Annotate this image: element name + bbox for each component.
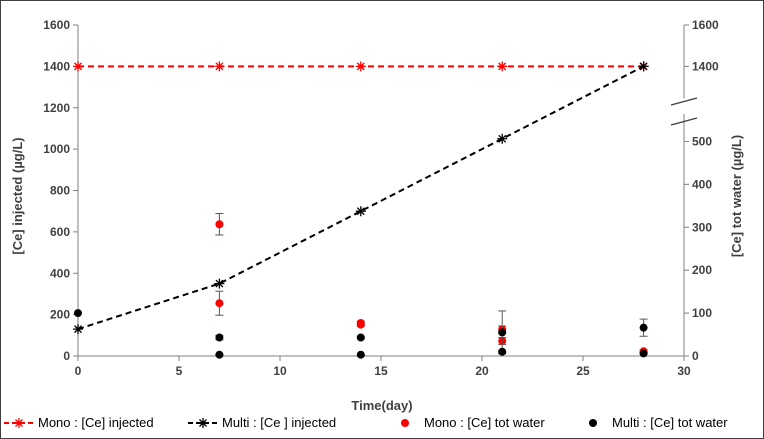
data-point-star	[214, 278, 225, 289]
series-1	[73, 61, 649, 335]
y-tick-label-right-upper: 1400	[692, 59, 719, 73]
legend-item-2: Mono : [Ce] tot water	[401, 415, 545, 430]
x-tick-label: 10	[273, 364, 287, 378]
legend-label: Mono : [Ce] tot water	[424, 415, 545, 430]
y-tick-label-left: 800	[50, 184, 70, 198]
axis-break-mark	[670, 97, 698, 106]
legend-label: Multi : [Ce] tot water	[612, 415, 728, 430]
data-point-star	[638, 61, 649, 72]
x-tick-label: 25	[576, 364, 590, 378]
data-point-dot	[498, 328, 507, 337]
y-tick-label-left: 1400	[43, 59, 70, 73]
y-tick-label-right: 100	[692, 306, 712, 320]
plot-series	[73, 61, 649, 359]
x-tick-label: 20	[475, 364, 489, 378]
legend-marker-star	[198, 418, 208, 428]
data-point-dot	[215, 220, 224, 229]
y-tick-label-right: 200	[692, 263, 712, 277]
legend-marker-dot	[589, 419, 597, 427]
data-point-star	[73, 61, 83, 72]
y-tick-label-right: 0	[692, 349, 699, 363]
y-tick-label-left: 0	[63, 349, 70, 363]
y-axis-title-right: [Ce] tot water (µg/L)	[729, 135, 744, 257]
y-axis-title-left: [Ce] injected (µg/L)	[10, 137, 25, 254]
y-tick-label-left: 200	[50, 308, 70, 322]
data-point-dot	[356, 320, 365, 329]
legend-item-1: Multi : [Ce ] injected	[188, 415, 336, 430]
axis-break-mark	[670, 117, 698, 126]
data-point-star	[214, 61, 225, 72]
y-tick-label-right: 300	[692, 220, 712, 234]
x-tick-label: 30	[677, 364, 691, 378]
data-point-dot	[74, 309, 82, 318]
y-tick-label-right: 400	[692, 177, 712, 191]
legend-item-0: Mono : [Ce] injected	[4, 415, 154, 430]
data-point-dot	[215, 299, 224, 308]
data-point-star	[497, 61, 508, 72]
legend-item-3: Multi : [Ce] tot water	[589, 415, 728, 430]
data-point-dot	[215, 350, 224, 359]
data-point-dot	[639, 323, 648, 332]
y-tick-label-left: 400	[50, 266, 70, 280]
x-tick-label: 5	[176, 364, 183, 378]
data-point-dot	[356, 333, 365, 342]
x-axis-title: Time(day)	[351, 398, 412, 413]
legend: Mono : [Ce] injected Multi : [Ce ] inject…	[4, 415, 728, 430]
legend-label: Mono : [Ce] injected	[38, 415, 154, 430]
data-point-dot	[498, 347, 507, 356]
data-point-star	[355, 61, 366, 72]
x-tick-label: 0	[75, 364, 82, 378]
legend-marker-star	[14, 418, 24, 428]
legend-label: Multi : [Ce ] injected	[222, 415, 336, 430]
series-0	[73, 61, 649, 72]
y-tick-label-right-upper: 1600	[692, 18, 719, 32]
legend-marker-dot	[401, 419, 409, 427]
x-tick-label: 15	[374, 364, 388, 378]
y-tick-label-left: 1600	[43, 18, 70, 32]
data-point-dot	[356, 350, 365, 359]
y-tick-label-left: 1000	[43, 142, 70, 156]
data-point-star	[355, 206, 366, 217]
data-point-dot	[639, 349, 648, 358]
data-point-star	[497, 133, 508, 144]
data-point-star	[73, 324, 83, 335]
y-tick-label-right: 500	[692, 134, 712, 148]
series-3	[74, 309, 648, 359]
y-tick-label-left: 600	[50, 225, 70, 239]
y-tick-label-left: 1200	[43, 101, 70, 115]
data-point-dot	[215, 333, 224, 342]
